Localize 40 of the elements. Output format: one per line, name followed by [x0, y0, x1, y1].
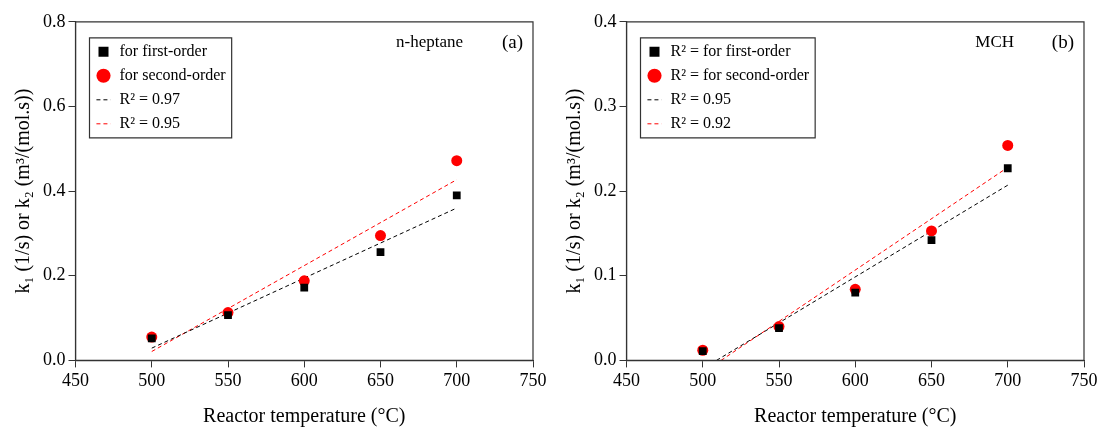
- y-axis-title: k₁ (1/s) or k₂ (m³/(mol.s)): [562, 88, 586, 294]
- y-tick-label: 0.3: [594, 95, 617, 116]
- x-tick-label: 600: [290, 369, 318, 390]
- annotation: n-heptane: [395, 31, 463, 51]
- y-tick-label: 0.0: [43, 349, 66, 370]
- x-tick-label: 500: [138, 369, 166, 390]
- x-tick-label: 450: [62, 369, 89, 390]
- x-tick-label: 500: [689, 369, 717, 390]
- y-tick-label: 0.8: [43, 10, 66, 31]
- x-tick-label: 700: [994, 369, 1022, 390]
- x-tick-label: 750: [1070, 369, 1098, 390]
- x-tick-label: 750: [519, 369, 547, 390]
- y-tick-label: 0.6: [43, 95, 66, 116]
- legend-label: for second-order: [119, 66, 227, 83]
- x-tick-label: 450: [613, 369, 640, 390]
- x-axis-title: Reactor temperature (°C): [754, 404, 957, 428]
- annotation: (a): [501, 31, 523, 54]
- y-axis-title: k₁ (1/s) or k₂ (m³/(mol.s)): [11, 88, 35, 294]
- y-tick-label: 0.0: [594, 349, 617, 370]
- y-tick-label: 0.4: [594, 10, 617, 31]
- legend-label: R² = 0.95: [670, 90, 731, 107]
- legend-label: R² = for first-order: [670, 42, 792, 59]
- legend-label: R² = 0.95: [119, 114, 180, 131]
- y-tick-label: 0.1: [594, 264, 617, 285]
- x-tick-label: 650: [367, 369, 394, 390]
- x-tick-label: 700: [443, 369, 471, 390]
- y-tick-label: 0.4: [43, 179, 66, 200]
- legend-label: for first-order: [119, 42, 208, 59]
- x-axis-title: Reactor temperature (°C): [203, 404, 406, 428]
- y-tick-label: 0.2: [43, 264, 66, 285]
- legend-label: R² = 0.97: [119, 90, 180, 107]
- x-tick-label: 600: [841, 369, 869, 390]
- y-tick-label: 0.2: [594, 179, 617, 200]
- x-tick-label: 550: [765, 369, 793, 390]
- annotation: (b): [1051, 31, 1074, 54]
- legend-label: R² = for second-order: [670, 66, 810, 83]
- legend-label: R² = 0.92: [670, 114, 731, 131]
- x-tick-label: 550: [214, 369, 242, 390]
- annotation: MCH: [975, 31, 1014, 51]
- x-tick-label: 650: [918, 369, 945, 390]
